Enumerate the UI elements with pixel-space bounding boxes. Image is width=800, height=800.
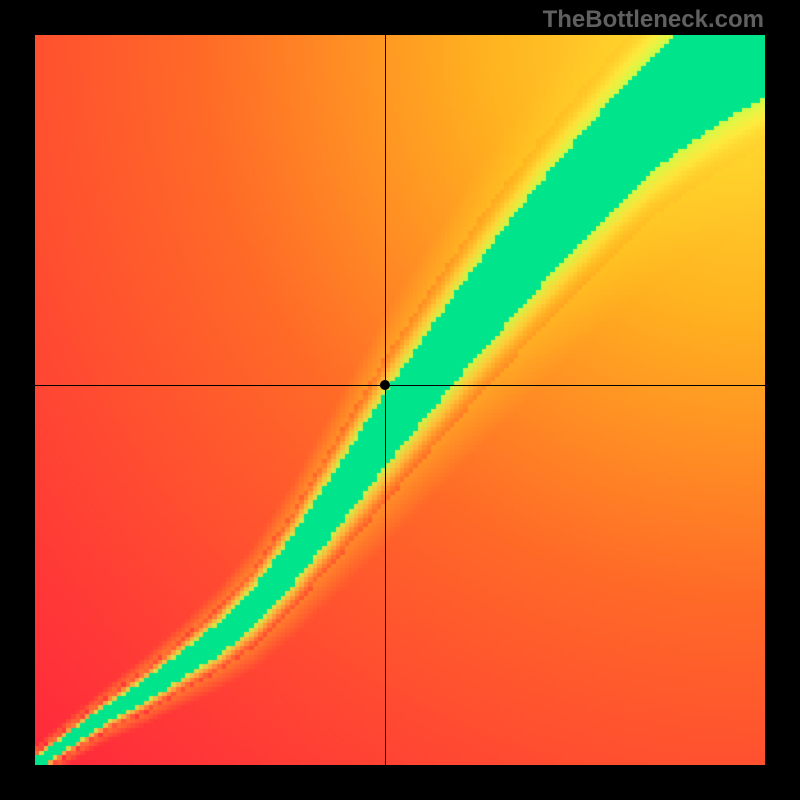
crosshair-vertical bbox=[385, 35, 386, 765]
bottleneck-heatmap bbox=[35, 35, 765, 765]
crosshair-horizontal bbox=[35, 385, 765, 386]
watermark-text: TheBottleneck.com bbox=[543, 6, 764, 34]
